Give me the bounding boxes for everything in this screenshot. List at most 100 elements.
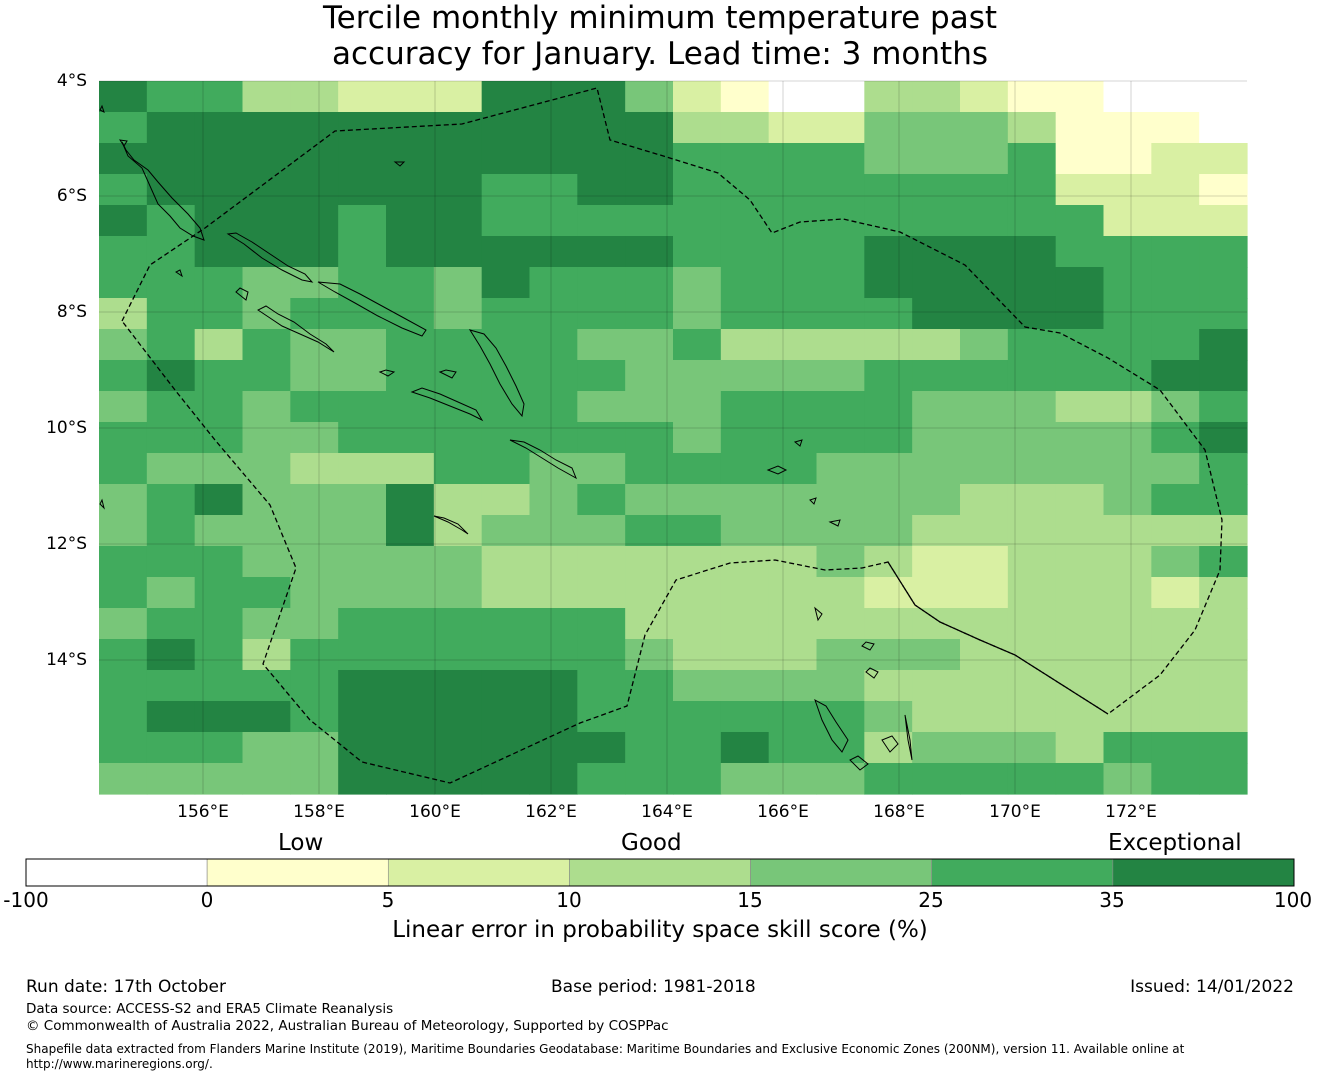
grid-cell xyxy=(1055,422,1105,454)
grid-cell xyxy=(433,267,483,299)
grid-cell xyxy=(768,298,818,330)
grid-cell xyxy=(1151,298,1200,330)
grid-cell xyxy=(912,484,961,516)
grid-cell xyxy=(242,205,291,237)
colorbar-tick: 15 xyxy=(737,888,763,912)
grid-cell xyxy=(481,732,531,764)
grid-cell xyxy=(290,205,339,237)
grid-cell xyxy=(1151,732,1200,764)
grid-cell xyxy=(529,763,578,795)
grid-cell xyxy=(1151,143,1200,175)
grid-cell xyxy=(960,422,1009,454)
grid-cell xyxy=(1103,81,1152,113)
grid-cell xyxy=(864,236,913,268)
grid-cell xyxy=(960,81,1009,113)
grid-cell xyxy=(864,763,913,795)
grid-cell xyxy=(386,732,435,764)
grid-cell xyxy=(1199,546,1248,578)
grid-cell xyxy=(386,267,435,299)
grid-cell xyxy=(242,763,291,795)
island-malaita xyxy=(468,329,525,418)
lon-tick-156e: 156°E xyxy=(177,802,229,822)
grid-cell xyxy=(1007,267,1057,299)
grid-cell xyxy=(1055,236,1105,268)
grid-cell xyxy=(912,236,961,268)
grid-cell xyxy=(1103,670,1152,702)
grid-cell xyxy=(99,732,148,764)
grid-cell xyxy=(960,143,1009,175)
grid-cell xyxy=(960,515,1009,547)
grid-cell xyxy=(577,763,626,795)
grid-cell xyxy=(1103,205,1152,237)
grid-cell xyxy=(720,143,770,175)
island-small-west-2 xyxy=(99,498,105,510)
grid-cell xyxy=(290,236,339,268)
grid-cell xyxy=(1055,298,1105,330)
grid-cell xyxy=(529,112,578,144)
island-guadalcanal xyxy=(410,387,484,422)
island-tikopia xyxy=(828,519,841,527)
grid-cell xyxy=(338,143,387,175)
grid-cell xyxy=(1103,763,1152,795)
grid-cell xyxy=(625,453,674,485)
grid-cell xyxy=(99,112,148,144)
grid-cell xyxy=(1007,205,1057,237)
grid-cell xyxy=(960,577,1009,609)
grid-cell xyxy=(1055,577,1105,609)
island-vella-lavella xyxy=(235,287,249,301)
grid-cell xyxy=(433,360,483,392)
grid-cell xyxy=(242,546,291,578)
grid-cell xyxy=(99,298,148,330)
grid-cell xyxy=(433,81,483,113)
grid-cell xyxy=(912,608,961,640)
grid-cell xyxy=(816,143,865,175)
island-santa-cruz-ndeni xyxy=(766,465,788,475)
grid-cell xyxy=(1151,701,1200,733)
grid-cell xyxy=(1151,205,1200,237)
skill-grid xyxy=(99,81,1248,795)
grid-cell xyxy=(673,701,722,733)
grid-cell xyxy=(864,422,913,454)
grid-cell xyxy=(338,453,387,485)
island-duff xyxy=(793,439,803,447)
grid-cell xyxy=(673,639,722,671)
grid-cell xyxy=(960,391,1009,423)
grid-cell xyxy=(1151,112,1200,144)
grid-cell xyxy=(433,236,483,268)
grid-cell xyxy=(529,639,578,671)
grid-cell xyxy=(768,701,818,733)
grid-cell xyxy=(481,236,531,268)
grid-cell xyxy=(529,515,578,547)
grid-cell xyxy=(146,453,196,485)
grid-cell xyxy=(242,608,291,640)
grid-cell xyxy=(1151,546,1200,578)
grid-cell xyxy=(529,577,578,609)
graticule xyxy=(99,80,1247,794)
grid-cell xyxy=(577,329,626,361)
grid-cell xyxy=(625,577,674,609)
grid-cell xyxy=(1103,360,1152,392)
grid-cell xyxy=(720,577,770,609)
eez-vanuatu-north-edge xyxy=(887,561,1109,715)
grid-cell xyxy=(99,174,148,206)
grid-cell xyxy=(577,639,626,671)
grid-cell xyxy=(529,546,578,578)
grid-cell xyxy=(1055,608,1105,640)
grid-cell xyxy=(146,81,196,113)
grid-cell xyxy=(625,298,674,330)
island-russell xyxy=(378,369,396,377)
grid-cell xyxy=(816,174,865,206)
grid-cell xyxy=(768,174,818,206)
grid-cell xyxy=(1199,701,1248,733)
island-ambae xyxy=(861,641,875,651)
grid-cell xyxy=(99,267,148,299)
grid-cell xyxy=(673,484,722,516)
grid-cell xyxy=(242,112,291,144)
grid-cell xyxy=(481,670,531,702)
grid-cell xyxy=(864,267,913,299)
grid-cell xyxy=(1007,298,1057,330)
grid-cell xyxy=(577,453,626,485)
grid-cell xyxy=(864,143,913,175)
island-espiritu-santo xyxy=(814,698,849,753)
grid-cell xyxy=(481,267,531,299)
